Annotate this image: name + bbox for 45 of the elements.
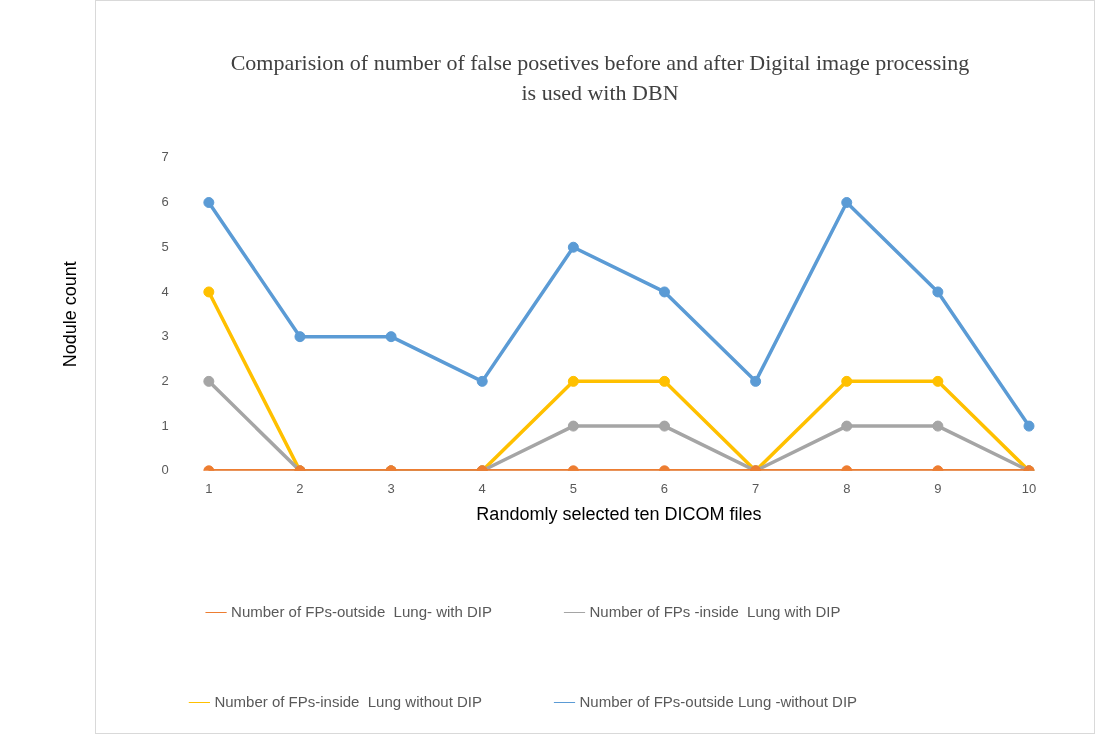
chart-title: Comparision of number of false posetives before and after Digital image processing is used with DBN bbox=[230, 49, 970, 107]
point bbox=[932, 375, 944, 387]
x-tick-label: 6 bbox=[660, 481, 669, 497]
y-axis-title: Nodule count bbox=[59, 261, 80, 368]
point bbox=[1023, 420, 1035, 432]
y-tick-label: 4 bbox=[161, 283, 169, 299]
x-tick-label: 3 bbox=[387, 481, 395, 497]
point bbox=[841, 375, 853, 387]
point bbox=[203, 286, 215, 298]
point bbox=[658, 375, 670, 387]
y-tick-label: 5 bbox=[161, 238, 169, 254]
point bbox=[476, 375, 488, 387]
legend-label: Number of FPs-outside Lung -without DIP bbox=[579, 692, 858, 710]
y-tick-label: 2 bbox=[161, 372, 169, 388]
point bbox=[841, 197, 853, 209]
point bbox=[841, 420, 853, 432]
x-tick-label: 7 bbox=[751, 481, 760, 497]
x-tick-label: 10 bbox=[1021, 481, 1037, 497]
legend-label: Number of FPs-outside Lung- with DIP bbox=[231, 602, 493, 620]
point bbox=[567, 375, 579, 387]
x-tick-label: 4 bbox=[478, 481, 486, 497]
legend-label: Number of FPs-inside Lung without DIP bbox=[214, 692, 482, 710]
point bbox=[658, 286, 670, 298]
point bbox=[658, 420, 670, 432]
x-tick-label: 8 bbox=[843, 481, 851, 497]
y-tick-label: 6 bbox=[161, 194, 169, 210]
point bbox=[294, 331, 306, 343]
point bbox=[567, 420, 579, 432]
x-axis-title: Randomly selected ten DICOM files bbox=[476, 504, 762, 525]
point bbox=[567, 241, 579, 253]
point bbox=[932, 420, 944, 432]
point bbox=[750, 375, 762, 387]
x-tick-label: 9 bbox=[934, 481, 942, 497]
y-tick-label: 0 bbox=[161, 462, 169, 478]
point bbox=[932, 286, 944, 298]
y-tick-label: 7 bbox=[161, 149, 169, 165]
y-tick-label: 3 bbox=[161, 328, 169, 344]
point bbox=[203, 197, 215, 209]
point bbox=[385, 331, 397, 343]
y-tick-label: 1 bbox=[161, 417, 169, 433]
point bbox=[203, 375, 215, 387]
x-tick-label: 2 bbox=[296, 481, 304, 497]
legend-label: Number of FPs -inside Lung with DIP bbox=[589, 602, 841, 620]
x-tick-label: 5 bbox=[569, 481, 577, 497]
x-tick-label: 1 bbox=[205, 481, 213, 497]
